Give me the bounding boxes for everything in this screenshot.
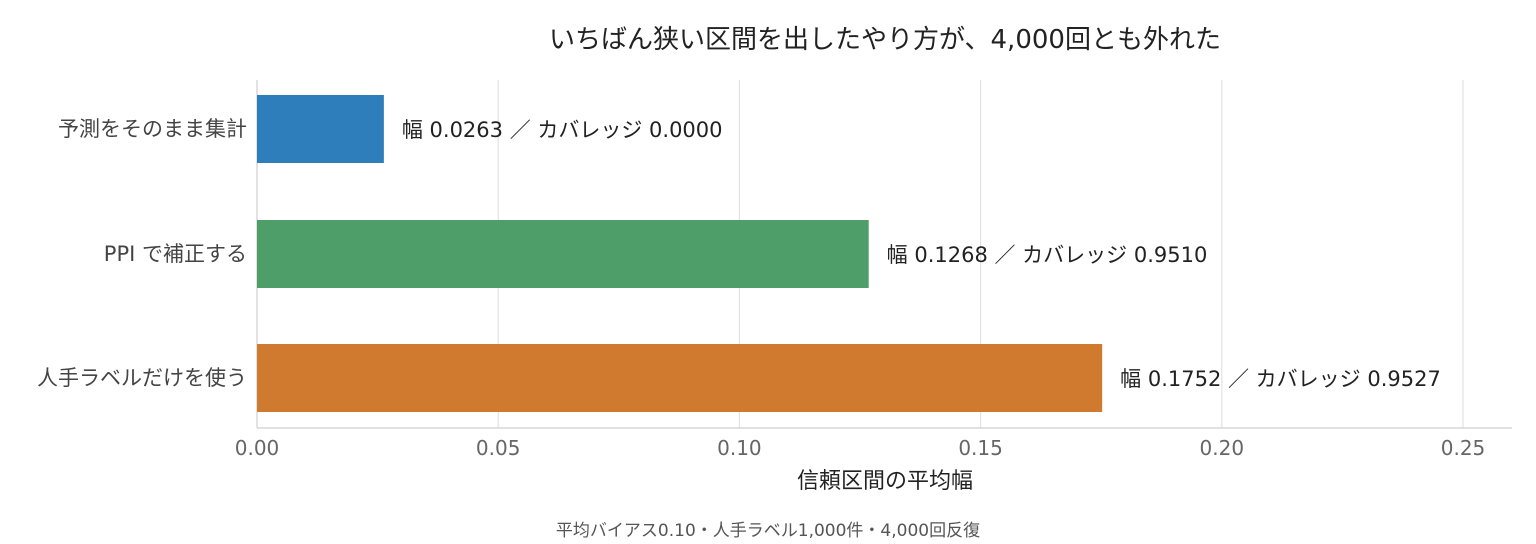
bar	[257, 220, 869, 288]
bar-data-label: 幅 0.0263 ／ カバレッジ 0.0000	[402, 118, 723, 142]
bar	[257, 344, 1103, 412]
chart-title: いちばん狭い区間を出したやり方が、4,000回とも外れた	[549, 25, 1221, 55]
x-tick-labels: 0.00 0.05 0.10 0.15 0.20 0.25	[235, 436, 1486, 460]
x-tick-label: 0.00	[235, 436, 280, 460]
footnote: 平均バイアス0.10・人手ラベル1,000件・4,000回反復	[556, 521, 980, 541]
bar-data-label: 幅 0.1752 ／ カバレッジ 0.9527	[1120, 367, 1441, 391]
category-label: 人手ラベルだけを使う	[37, 366, 247, 390]
bar	[257, 95, 384, 163]
bars	[257, 95, 1103, 412]
x-tick-label: 0.10	[717, 436, 762, 460]
x-tick-label: 0.25	[1441, 436, 1486, 460]
data-labels: 幅 0.0263 ／ カバレッジ 0.0000 幅 0.1268 ／ カバレッジ …	[402, 118, 1441, 391]
bar-data-label: 幅 0.1268 ／ カバレッジ 0.9510	[887, 243, 1208, 267]
x-tick-label: 0.15	[958, 436, 1003, 460]
x-tick-label: 0.05	[476, 436, 521, 460]
category-label: PPI で補正する	[104, 242, 247, 266]
x-axis-label: 信頼区間の平均幅	[797, 469, 973, 494]
x-tick-label: 0.20	[1200, 436, 1245, 460]
category-label: 予測をそのまま集計	[58, 117, 247, 141]
